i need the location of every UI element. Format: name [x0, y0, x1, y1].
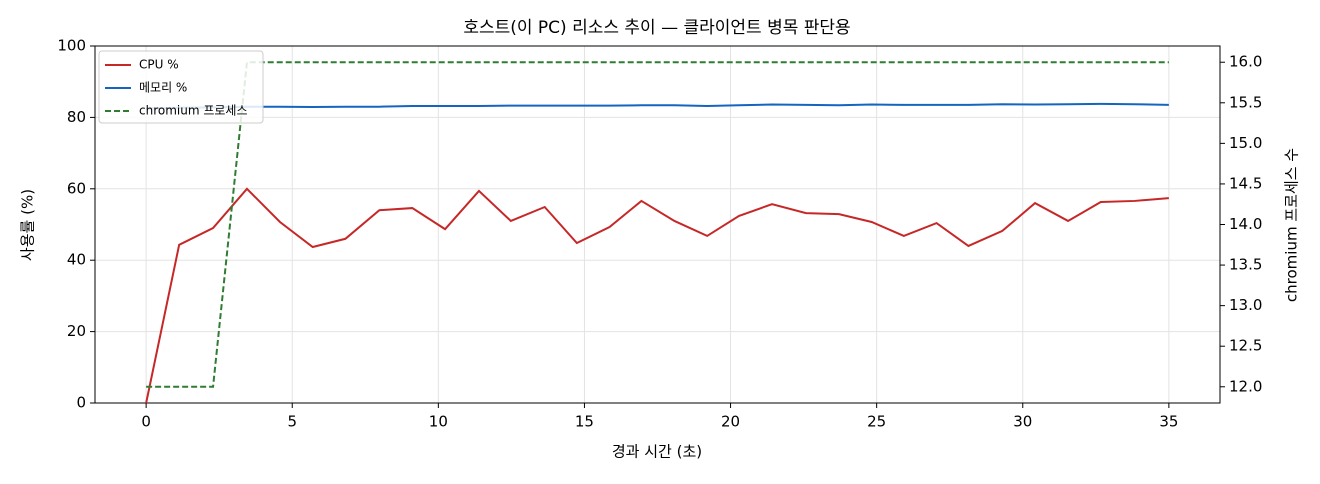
y-tick-label: 100 — [57, 37, 86, 55]
series-line — [146, 61, 1169, 388]
x-tick-label: 35 — [1159, 413, 1178, 431]
x-axis-label: 경과 시간 (초) — [612, 443, 702, 461]
x-tick-label: 20 — [721, 413, 740, 431]
legend-label: chromium 프로세스 — [139, 104, 248, 118]
x-tick-label: 15 — [575, 413, 594, 431]
x-tick-label: 0 — [141, 413, 151, 431]
y2-tick-label: 14.5 — [1229, 174, 1262, 192]
y2-tick-label: 15.0 — [1229, 134, 1262, 152]
series-line — [146, 102, 1169, 110]
legend-label: CPU % — [139, 58, 179, 72]
y2-tick-label: 15.5 — [1229, 93, 1262, 111]
y2-tick-label: 12.0 — [1229, 377, 1262, 395]
y-tick-label: 20 — [67, 322, 86, 340]
y2-tick-label: 16.0 — [1229, 53, 1262, 71]
legend: CPU % 메모리 % chromium 프로세스 — [98, 50, 264, 124]
plot-frame — [94, 45, 1221, 404]
y2-axis-label: chromium 프로세스 수 — [1283, 148, 1301, 302]
y-tick-label: 0 — [76, 394, 86, 412]
x-tick-label: 30 — [1013, 413, 1032, 431]
x-tick-label: 5 — [287, 413, 297, 431]
x-tick-label: 25 — [867, 413, 886, 431]
y-tick-label: 60 — [67, 179, 86, 197]
series-line — [145, 187, 1169, 404]
y-tick-label: 40 — [67, 251, 86, 269]
y2-tick-label: 13.0 — [1229, 296, 1262, 314]
y2-tick-label: 14.0 — [1229, 215, 1262, 233]
chart-title: 호스트(이 PC) 리소스 추이 — 클라이언트 병목 판단용 — [463, 18, 850, 38]
y-axis-label: 사용률 (%) — [19, 189, 37, 261]
legend-label: 메모리 % — [139, 81, 187, 95]
x-tick-label: 10 — [429, 413, 448, 431]
y2-tick-label: 12.5 — [1229, 337, 1262, 355]
y-tick-label: 80 — [67, 108, 86, 126]
legend-box — [98, 50, 264, 124]
y2-tick-label: 13.5 — [1229, 256, 1262, 274]
